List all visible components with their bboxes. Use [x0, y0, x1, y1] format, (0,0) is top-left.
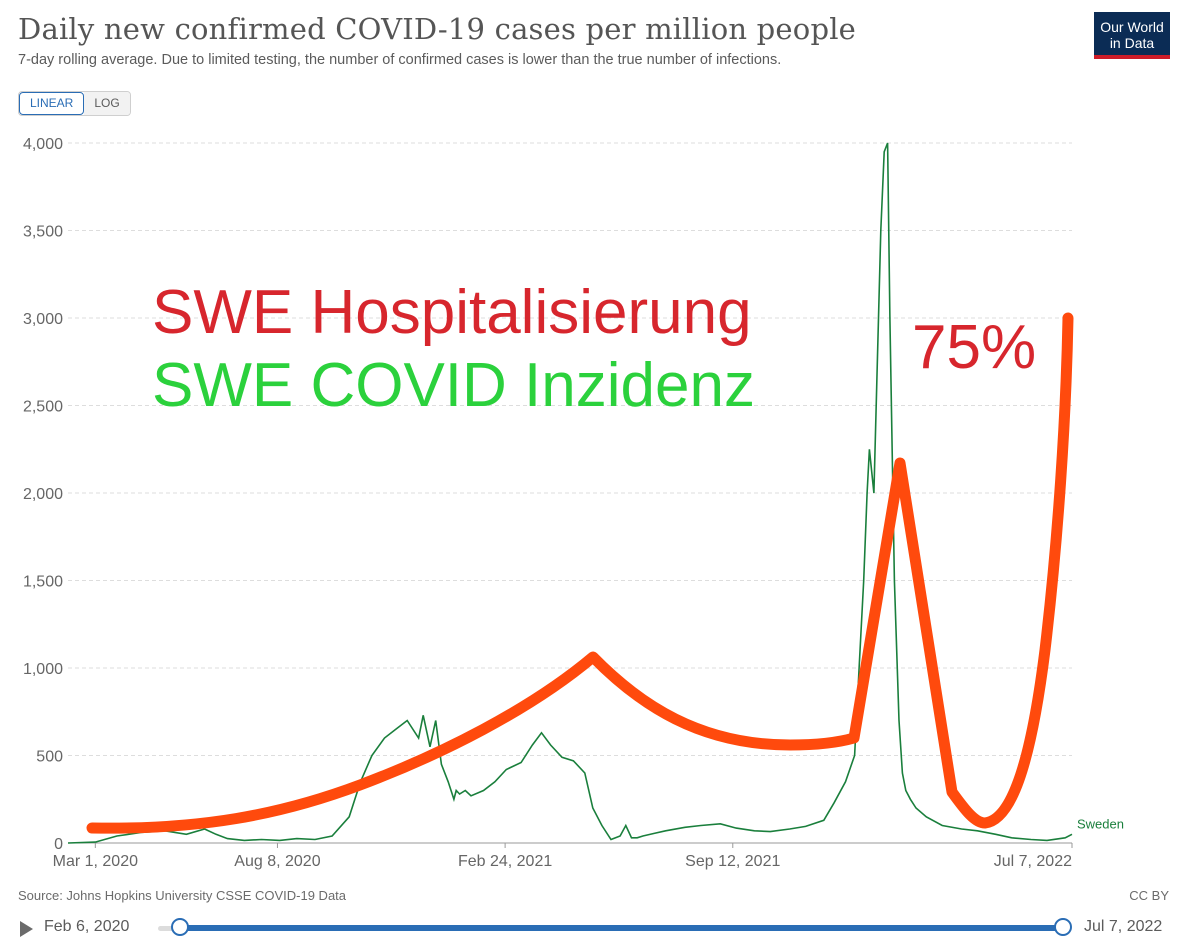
x-tick-label: Sep 12, 2021	[685, 853, 780, 870]
timeline-start-handle[interactable]	[171, 918, 189, 936]
play-icon[interactable]	[20, 921, 33, 937]
chart-subtitle: 7-day rolling average. Due to limited te…	[18, 52, 782, 68]
logo-accent-bar	[1094, 55, 1170, 59]
x-tick-label: Jul 7, 2022	[994, 853, 1072, 870]
license-label[interactable]: CC BY	[1129, 888, 1169, 903]
y-tick-label: 1,500	[23, 574, 63, 591]
x-axis-tick-labels: Mar 1, 2020 Aug 8, 2020 Feb 24, 2021 Sep 12…	[53, 843, 1073, 870]
timeline-start-label: Feb 6, 2020	[44, 918, 130, 935]
series-label-sweden: Sweden	[1077, 816, 1124, 831]
owid-logo[interactable]: Our World in Data	[1094, 12, 1170, 59]
overlay-label-inzidenz: SWE COVID Inzidenz	[152, 351, 755, 420]
y-axis-tick-labels: 0 500 1,000 1,500 2,000 2,500 3,000 3,500 4,000	[23, 136, 63, 853]
chart-area: 05001,0001,5002,0002,5003,0003,5004,000 …	[23, 136, 1124, 870]
x-tick-label: Feb 24, 2021	[458, 853, 552, 870]
y-tick-label: 1,000	[23, 661, 63, 678]
gridlines	[68, 142, 1072, 844]
series-line-sweden	[67, 142, 1073, 844]
y-tick-label: 2,000	[23, 486, 63, 503]
overlay-hand-drawn-curve	[86, 312, 1074, 834]
timeline-range-fill	[180, 925, 1063, 931]
timeline-end-handle[interactable]	[1054, 918, 1072, 936]
y-tick-label: 0	[54, 836, 63, 853]
chart-title: Daily new confirmed COVID-19 cases per m…	[18, 12, 857, 46]
overlay-label-percent: 75%	[912, 313, 1036, 382]
scale-toggle: LINEAR LOG	[18, 91, 131, 116]
linear-scale-button[interactable]: LINEAR	[19, 92, 85, 115]
x-tick-label: Mar 1, 2020	[53, 853, 138, 870]
timeline-slider: Feb 6, 2020 Jul 7, 2022	[0, 912, 1181, 946]
y-tick-label: 2,500	[23, 399, 63, 416]
y-tick-label: 3,500	[23, 224, 63, 241]
log-scale-button[interactable]: LOG	[84, 92, 130, 115]
overlay-label-hospitalisierung: SWE Hospitalisierung	[152, 278, 752, 347]
logo-line-2: in Data	[1109, 35, 1155, 51]
logo-line-1: Our World	[1100, 19, 1164, 35]
timeline-end-label: Jul 7, 2022	[1084, 918, 1163, 935]
y-tick-label: 3,000	[23, 311, 63, 328]
y-tick-label: 4,000	[23, 136, 63, 153]
y-tick-label: 500	[36, 749, 63, 766]
x-tick-label: Aug 8, 2020	[234, 853, 320, 870]
source-note[interactable]: Source: Johns Hopkins University CSSE CO…	[18, 888, 347, 903]
